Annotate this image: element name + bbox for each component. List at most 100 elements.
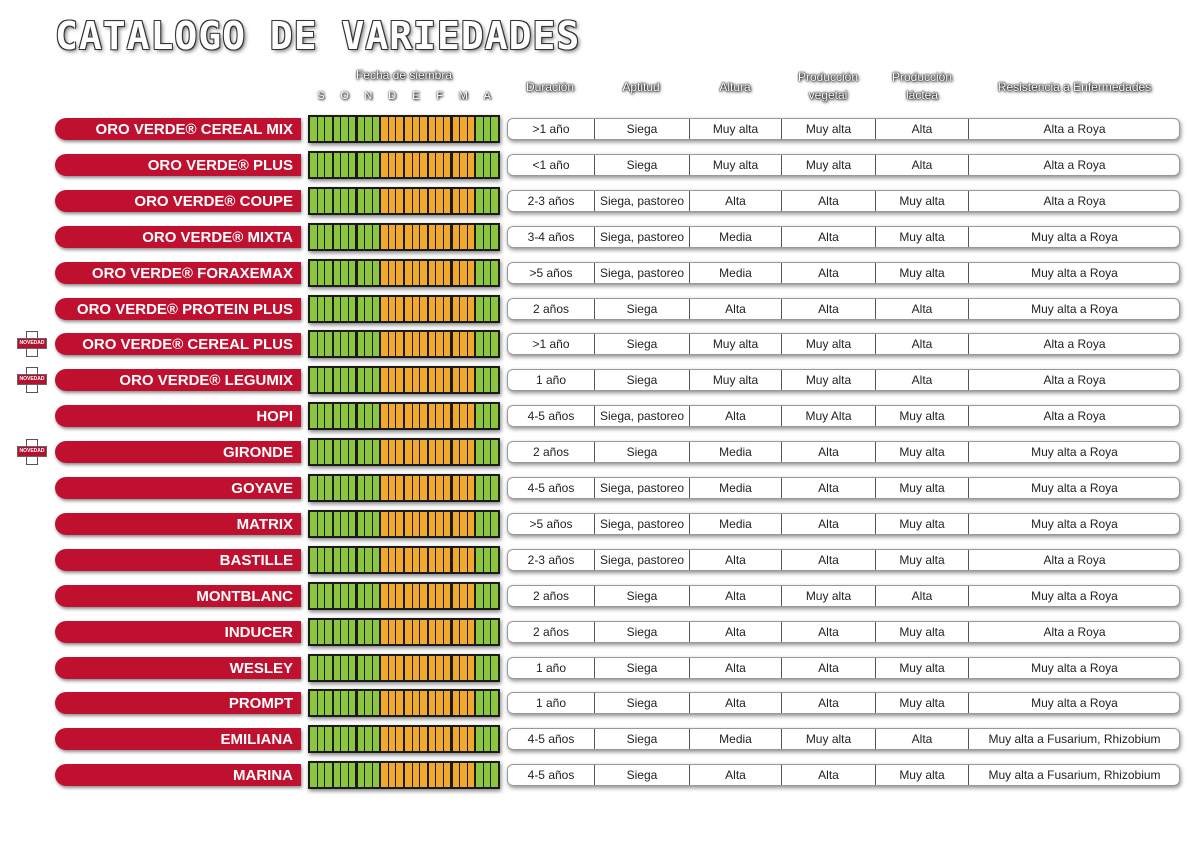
attribute-cells: 2-3 años Siega, pastoreo Alta Alta Muy alta A… [507, 548, 1180, 571]
calendar-month [452, 511, 475, 536]
cell-duracion: 4-5 años [508, 406, 595, 427]
calendar-month [428, 117, 451, 141]
cell-produccion-lactea: Alta [876, 729, 969, 750]
variety-name: GIRONDE [55, 441, 301, 464]
cell-altura: Alta [690, 585, 782, 606]
variety-name: EMILIANA [55, 728, 301, 751]
calendar-month [405, 332, 427, 357]
cell-aptitud: Siega, pastoreo [595, 513, 690, 534]
cell-produccion-vegetal: Muy alta [782, 370, 876, 391]
calendar-month [428, 691, 451, 716]
cell-altura: Muy alta [690, 119, 782, 139]
cell-duracion: 4-5 años [508, 729, 595, 750]
cell-altura: Media [690, 442, 782, 463]
calendar-month [428, 188, 451, 213]
sowing-calendar [308, 366, 500, 395]
page-title: CATALOGO DE VARIEDADES [55, 14, 581, 58]
cell-altura: Alta [690, 693, 782, 714]
cell-produccion-lactea: Alta [876, 585, 969, 606]
cell-resistencia: Alta a Roya [1043, 409, 1106, 424]
table-row: ORO VERDE® MIXTA 3-4 años Siega, pastoreo M… [0, 222, 1194, 251]
calendar-month [428, 152, 451, 177]
cell-produccion-lactea: Alta [876, 119, 969, 139]
calendar-month [357, 727, 380, 752]
attribute-cells: >1 año Siega Muy alta Muy alta Alta Alta a Ro… [507, 118, 1180, 140]
variety-name: INDUCER [55, 620, 301, 643]
cell-resistencia: Muy alta a Fusarium, Rhizobium [988, 732, 1161, 747]
cell-produccion-vegetal: Alta [782, 262, 876, 283]
cell-altura: Alta [690, 298, 782, 319]
calendar-month [452, 260, 475, 285]
calendar-month [357, 619, 380, 644]
calendar-month [476, 332, 498, 357]
calendar-month [405, 691, 427, 716]
table-row: GOYAVE 4-5 años Siega, pastoreo Media Alta Mu… [0, 474, 1194, 502]
calendar-month [310, 727, 332, 752]
calendar-month [357, 188, 380, 213]
cell-produccion-vegetal: Alta [782, 478, 876, 498]
calendar-month [476, 188, 498, 213]
cell-duracion: 2 años [508, 298, 595, 319]
calendar-month [405, 224, 427, 249]
variety-name: ORO VERDE® PROTEIN PLUS [55, 297, 301, 320]
cell-resistencia: Alta a Roya [1043, 373, 1106, 388]
cell-resistencia: Alta a Roya [1043, 624, 1106, 639]
variety-name: MONTBLANC [55, 584, 301, 607]
cell-produccion-vegetal: Muy alta [782, 154, 876, 175]
variety-name: ORO VERDE® COUPE [55, 189, 301, 212]
calendar-month [428, 332, 451, 357]
cell-altura: Media [690, 478, 782, 498]
calendar-month [405, 368, 427, 393]
table-row: WESLEY 1 año Siega Alta Alta Muy alta Muy alta… [0, 653, 1194, 682]
sowing-calendar [308, 474, 500, 502]
calendar-month [333, 404, 356, 429]
calendar-month [381, 224, 403, 249]
calendar-month [428, 368, 451, 393]
table-row: ORO VERDE® CEREAL MIX >1 año Siega Muy alta… [0, 115, 1194, 143]
calendar-month [310, 583, 332, 608]
calendar-month [310, 368, 332, 393]
cell-produccion-vegetal: Alta [782, 226, 876, 247]
cell-produccion-lactea: Muy alta [876, 406, 969, 427]
cell-produccion-lactea: Muy alta [876, 478, 969, 498]
calendar-month [405, 188, 427, 213]
month-label: N [364, 90, 373, 102]
cell-altura: Alta [690, 765, 782, 786]
table-row: NOVEDAD GIRONDE 2 años Siega Media Alta Muy al… [0, 438, 1194, 467]
calendar-month [333, 583, 356, 608]
cell-duracion: 4-5 años [508, 765, 595, 786]
calendar-month [476, 547, 498, 572]
calendar-month [357, 440, 380, 465]
calendar-month [357, 224, 380, 249]
cell-aptitud: Siega [595, 657, 690, 678]
cell-altura: Alta [690, 621, 782, 642]
table-row: PROMPT 1 año Siega Alta Alta Muy alta Muy alta… [0, 689, 1194, 718]
cell-resistencia: Muy alta a Roya [1031, 516, 1118, 531]
calendar-month [310, 691, 332, 716]
attribute-cells: 1 año Siega Alta Alta Muy alta Muy alta a Roy… [507, 692, 1180, 715]
attribute-cells: >1 año Siega Muy alta Muy alta Alta Alta a Ro… [507, 333, 1180, 356]
sowing-calendar [308, 402, 500, 431]
calendar-month [405, 117, 427, 141]
calendar-month [381, 547, 403, 572]
cell-aptitud: Siega [595, 334, 690, 355]
calendar-month [428, 655, 451, 680]
sowing-calendar [308, 689, 500, 718]
calendar-month [452, 655, 475, 680]
calendar-month [452, 188, 475, 213]
calendar-month [357, 368, 380, 393]
calendar-month [476, 727, 498, 752]
table-row: MONTBLANC 2 años Siega Alta Muy alta Alta Muy … [0, 581, 1194, 610]
calendar-month [310, 619, 332, 644]
cell-duracion: <1 año [508, 154, 595, 175]
cell-duracion: 1 año [508, 370, 595, 391]
cell-produccion-vegetal: Alta [782, 513, 876, 534]
novedad-badge: NOVEDAD [17, 439, 47, 466]
calendar-month [381, 727, 403, 752]
cell-altura: Media [690, 226, 782, 247]
cell-resistencia: Muy alta a Roya [1031, 696, 1118, 711]
calendar-month [357, 117, 380, 141]
cell-altura: Alta [690, 657, 782, 678]
calendar-month [476, 368, 498, 393]
